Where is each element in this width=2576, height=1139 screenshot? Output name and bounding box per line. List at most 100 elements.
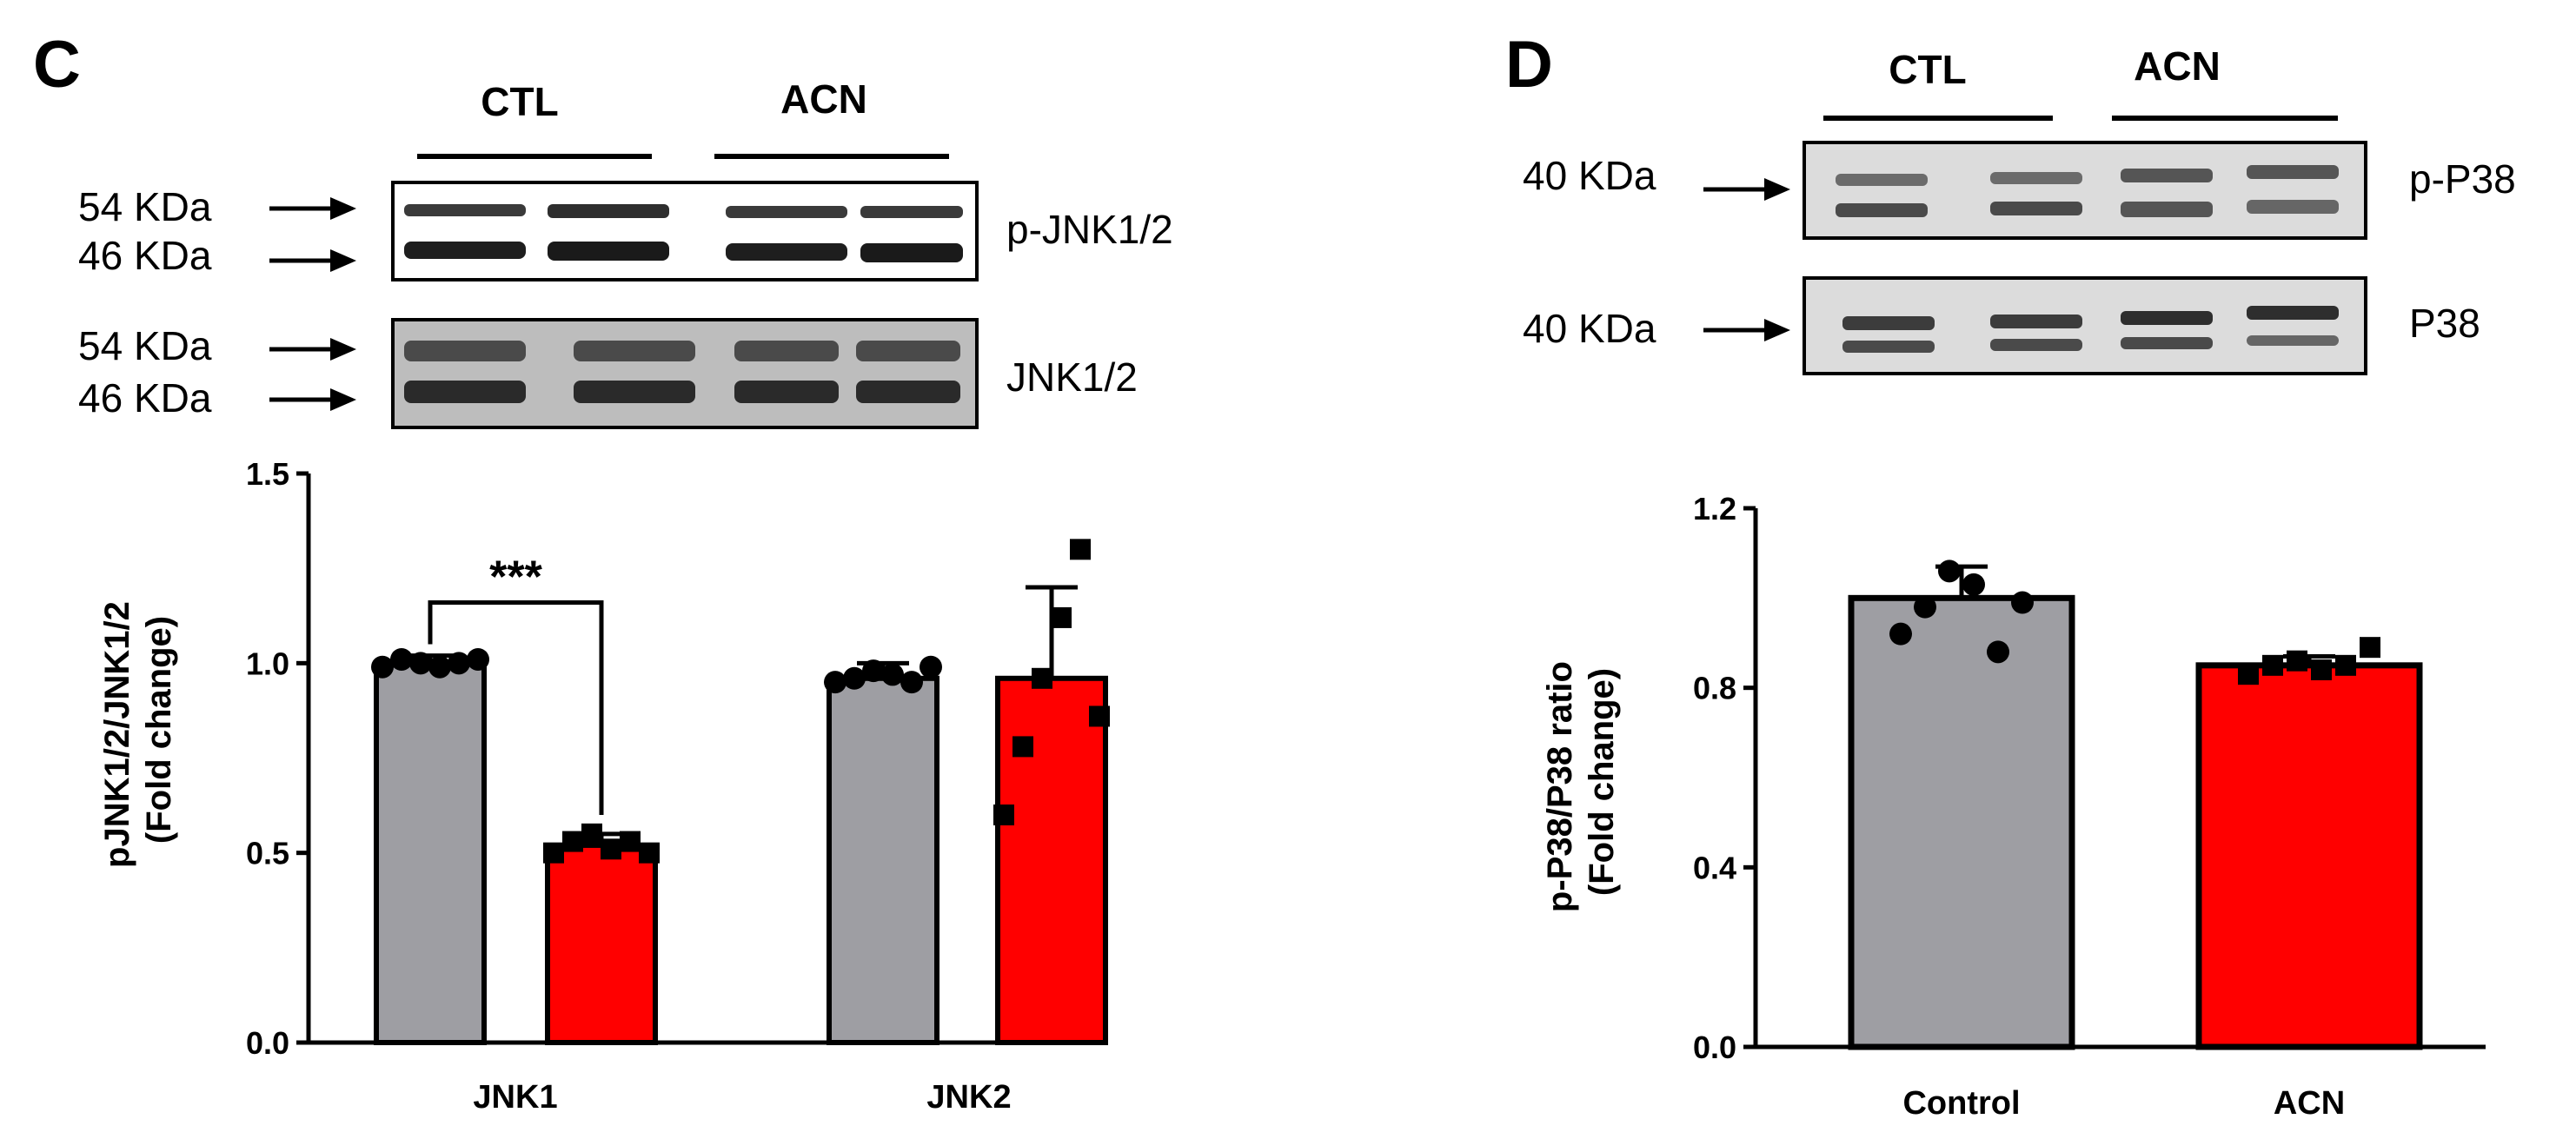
y-axis-label: pJNK1/2/JNK1/2 (Fold change) [98,592,178,868]
data-point [824,671,846,694]
arrow-icon [1703,178,1790,201]
chart-p38: p-P38/P38 ratio (Fold change) 0.0 0.4 0.8 1… [1541,491,2486,1122]
arrow-icon [269,249,356,272]
data-point [862,659,885,683]
data-point [1051,606,1072,628]
band [2247,165,2339,179]
arrow-icon [269,338,356,361]
blot-bands-pp38 [1836,165,2339,217]
band [2121,169,2213,182]
blot-name-pjnk: p-JNK1/2 [1006,207,1173,252]
blot-bands-p38 [1842,306,2339,353]
band [1842,341,1935,353]
data-point [543,842,564,864]
data-point [467,647,489,671]
data-point [409,652,432,675]
data-point [1938,560,1961,583]
y-axis-label: p-P38/P38 ratio (Fold change) [1541,652,1621,912]
band [2121,337,2213,349]
band [404,204,526,216]
panel-d: D CTL ACN p-P38 40 KDa [1505,28,2516,1122]
panel-d-label: D [1505,28,1553,102]
data-point [993,805,1014,825]
data-point [371,655,394,679]
band [856,381,960,403]
y-tick-label: 1.0 [246,646,289,681]
band [404,381,526,403]
y-tick-label: 0.0 [246,1025,289,1061]
blot-group-label-acn: ACN [2134,43,2221,89]
data-point [900,671,923,694]
y-tick-label: 1.2 [1693,491,1736,526]
bar [827,675,939,1045]
blot-name-jnk: JNK1/2 [1006,354,1138,400]
marker-label: 46 KDa [78,375,212,421]
band [2247,306,2339,320]
band [404,341,526,361]
data-point [2262,654,2283,676]
marker-label: 54 KDa [78,184,212,229]
band [1990,339,2082,351]
blot-frame-jnk [391,318,979,429]
marker-label: 54 KDa [78,323,212,368]
band [1990,202,2082,215]
band [860,206,963,218]
band [734,341,839,361]
marker-label: 40 KDa [1523,306,1656,351]
data-point [881,663,904,686]
data-point [2238,664,2259,685]
arrow-icon [269,197,356,220]
significance-bracket [428,599,604,815]
marker-label: 46 KDa [78,233,212,278]
band [548,242,669,261]
band [860,243,963,262]
data-point [1070,539,1091,560]
data-point [428,655,451,679]
y-axis-label-line1: p-P38/P38 ratio [1541,661,1579,912]
y-axis-label-line2: (Fold change) [140,616,178,844]
blot-frame-pjnk [391,181,979,281]
data-point [1089,705,1110,727]
band [734,381,839,403]
y-tick-label: 0.8 [1693,671,1736,706]
data-point [1962,573,1985,596]
blot-group-label-acn: ACN [780,76,867,122]
blot-name-p38: P38 [2409,301,2480,346]
x-tick-label: JNK1 [473,1079,557,1116]
blot-bands-pjnk [404,204,963,262]
y-tick-label: 0.0 [1693,1030,1736,1065]
band [726,243,847,261]
marker-label: 40 KDa [1523,153,1656,198]
blot-frame-pp38 [1803,141,2367,240]
data-point [639,842,660,864]
band [1990,172,2082,184]
bar [2195,662,2423,1050]
band [574,381,695,403]
band [856,341,960,361]
band [2247,335,2339,346]
band [1990,315,2082,328]
band [2121,311,2213,325]
bar [545,842,658,1046]
band [1836,203,1928,217]
band [2121,202,2213,217]
bar [1848,594,2075,1050]
data-point [562,831,583,852]
band [1842,316,1935,330]
chart-jnk: pJNK1/2/JNK1/2 (Fold change) 0.0 0.5 1.0 1.… [98,456,1110,1116]
data-point [581,823,602,844]
data-point [2360,637,2380,659]
band [404,242,526,259]
x-tick-label: JNK2 [926,1079,1011,1116]
blot-name-pp38: p-P38 [2409,156,2516,202]
y-axis-label-line2: (Fold change) [1583,668,1621,896]
data-point [620,831,641,852]
data-point [920,655,942,679]
x-tick-label: ACN [2274,1085,2345,1122]
data-point [2335,654,2356,676]
y-axis-label-line1: pJNK1/2/JNK1/2 [98,601,136,868]
band [2247,200,2339,214]
bar [374,660,487,1045]
blot-group-label-ctl: CTL [1889,47,1966,92]
